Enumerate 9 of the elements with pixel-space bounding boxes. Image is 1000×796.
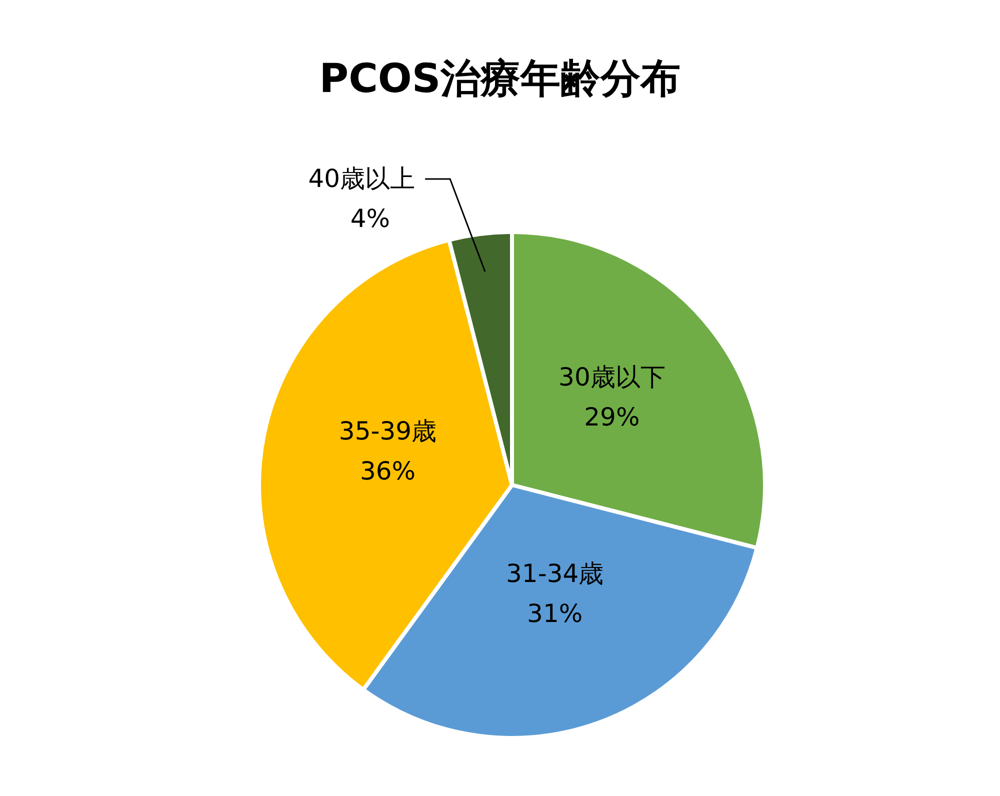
slice-label: 40歳以上 bbox=[308, 164, 416, 193]
data-label: 4% bbox=[350, 204, 390, 233]
data-label: 29% bbox=[584, 402, 640, 432]
chart-title: PCOS治療年齢分布 bbox=[319, 56, 681, 102]
data-label: 31% bbox=[527, 599, 583, 628]
data-label: 36% bbox=[360, 456, 416, 486]
slice-label: 30歳以下 bbox=[558, 362, 666, 392]
slice-label: 35-39歳 bbox=[338, 416, 437, 446]
slice-label: 31-34歳 bbox=[506, 559, 604, 588]
